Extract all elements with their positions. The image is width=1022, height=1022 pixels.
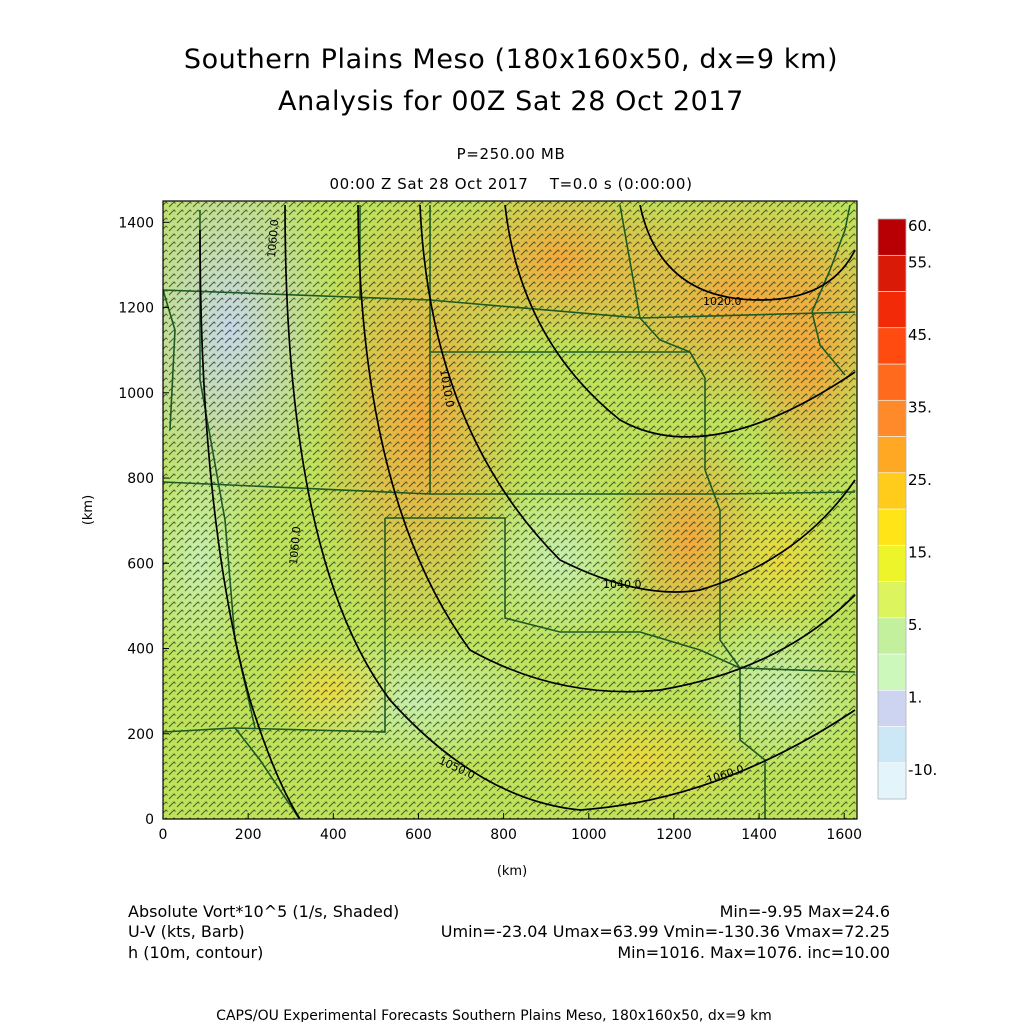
vorticity-shading xyxy=(163,201,857,819)
colorbar-swatch xyxy=(877,762,907,800)
colorbar-label: 55. xyxy=(908,253,932,271)
contour-label: 1020.0 xyxy=(703,295,742,308)
contour-label: 1060.0 xyxy=(287,526,303,565)
legend-barb: U-V (kts, Barb) xyxy=(128,922,245,941)
colorbar-swatch xyxy=(877,544,907,582)
x-tick-label: 1400 xyxy=(741,827,777,843)
colorbar-frame xyxy=(877,218,907,800)
y-axis-label: (km) xyxy=(81,495,96,525)
y-tick-label: 1000 xyxy=(118,386,154,402)
x-tick-label: 0 xyxy=(159,827,168,843)
y-axis: 0 200 400 600 800 1000 1200 1400 xyxy=(118,215,169,828)
legend-contour-range: Min=1016. Max=1076. inc=10.00 xyxy=(617,943,890,962)
pressure-level: P=250.00 MB xyxy=(456,145,566,163)
colorbar-swatch xyxy=(877,436,907,474)
colorbar-label: 1. xyxy=(908,688,922,706)
legend-shaded-range: Min=-9.95 Max=24.6 xyxy=(720,902,890,921)
colorbar-label: 25. xyxy=(908,471,932,489)
valid-time: 00:00 Z Sat 28 Oct 2017 T=0.0 s (0:00:00… xyxy=(329,175,693,193)
legend-shaded: Absolute Vort*10^5 (1/s, Shaded) xyxy=(128,902,399,921)
y-tick-label: 600 xyxy=(127,556,154,572)
colorbar-swatch xyxy=(877,363,907,401)
y-tick-label: 200 xyxy=(127,727,154,743)
x-axis: 0 200 400 600 800 1000 1200 1400 1600 xyxy=(159,813,862,843)
colorbar-swatch xyxy=(877,617,907,655)
colorbar-label: 60. xyxy=(908,217,932,235)
colorbar-swatch xyxy=(877,472,907,510)
y-tick-label: 400 xyxy=(127,642,154,658)
legend-contour: h (10m, contour) xyxy=(128,943,263,962)
colorbar-label: 15. xyxy=(908,543,932,561)
map-subtitle: Analysis for 00Z Sat 28 Oct 2017 xyxy=(278,86,744,117)
colorbar-swatch xyxy=(877,291,907,329)
y-tick-label: 1200 xyxy=(118,301,154,317)
contour-label: 1040.0 xyxy=(603,578,642,591)
colorbar-label: -10. xyxy=(908,761,937,779)
x-tick-label: 800 xyxy=(490,827,517,843)
x-tick-label: 1200 xyxy=(656,827,692,843)
colorbar-swatch xyxy=(877,653,907,691)
x-tick-label: 400 xyxy=(320,827,347,843)
colorbar: 60. 55. 45. 35. 25. 15. 5. 1. -10. xyxy=(877,217,937,800)
colorbar-swatch xyxy=(877,689,907,727)
y-tick-label: 0 xyxy=(145,812,154,828)
colorbar-label: 35. xyxy=(908,398,932,416)
x-tick-label: 600 xyxy=(405,827,432,843)
colorbar-swatch xyxy=(877,726,907,764)
x-tick-label: 1000 xyxy=(571,827,607,843)
map-title: Southern Plains Meso (180x160x50, dx=9 k… xyxy=(183,44,839,75)
colorbar-label: 5. xyxy=(908,616,922,634)
colorbar-label: 45. xyxy=(908,326,932,344)
height-contours xyxy=(199,204,856,819)
x-tick-label: 200 xyxy=(235,827,262,843)
colorbar-swatch xyxy=(877,327,907,365)
colorbar-swatch xyxy=(877,218,907,256)
footer: CAPS/OU Experimental Forecasts Southern … xyxy=(216,1008,772,1022)
y-tick-label: 1400 xyxy=(118,215,154,231)
colorbar-swatch xyxy=(877,508,907,546)
wind-barbs xyxy=(163,201,857,819)
legend: Absolute Vort*10^5 (1/s, Shaded) Min=-9.… xyxy=(128,902,890,962)
legend-barb-range: Umin=-23.04 Umax=63.99 Vmin=-130.36 Vmax… xyxy=(441,922,890,941)
plot-frame xyxy=(162,200,858,820)
y-tick-label: 800 xyxy=(127,471,154,487)
x-axis-label: (km) xyxy=(497,864,527,879)
x-tick-label: 1600 xyxy=(826,827,862,843)
colorbar-swatch xyxy=(877,254,907,292)
colorbar-swatch xyxy=(877,581,907,619)
contour-label: 1060.0 xyxy=(265,219,281,258)
colorbar-swatch xyxy=(877,399,907,437)
